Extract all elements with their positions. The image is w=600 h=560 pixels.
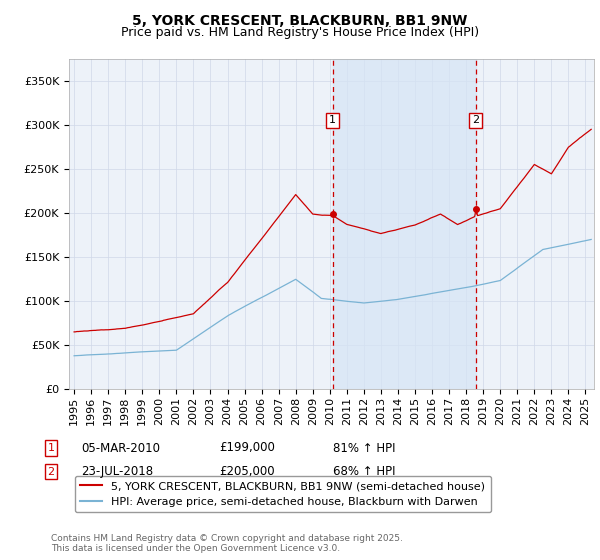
Legend: 5, YORK CRESCENT, BLACKBURN, BB1 9NW (semi-detached house), HPI: Average price, : 5, YORK CRESCENT, BLACKBURN, BB1 9NW (se… <box>74 475 491 512</box>
Text: 05-MAR-2010: 05-MAR-2010 <box>81 441 160 455</box>
Text: 2: 2 <box>47 466 55 477</box>
Text: 1: 1 <box>329 115 336 125</box>
Text: Contains HM Land Registry data © Crown copyright and database right 2025.
This d: Contains HM Land Registry data © Crown c… <box>51 534 403 553</box>
Bar <box>332 59 476 389</box>
Text: 81% ↑ HPI: 81% ↑ HPI <box>333 441 395 455</box>
Text: 5, YORK CRESCENT, BLACKBURN, BB1 9NW: 5, YORK CRESCENT, BLACKBURN, BB1 9NW <box>133 14 467 28</box>
Text: £199,000: £199,000 <box>219 441 275 455</box>
Text: 2: 2 <box>472 115 479 125</box>
Text: 23-JUL-2018: 23-JUL-2018 <box>81 465 153 478</box>
Text: Price paid vs. HM Land Registry's House Price Index (HPI): Price paid vs. HM Land Registry's House … <box>121 26 479 39</box>
Text: £205,000: £205,000 <box>219 465 275 478</box>
Text: 1: 1 <box>47 443 55 453</box>
Text: 68% ↑ HPI: 68% ↑ HPI <box>333 465 395 478</box>
